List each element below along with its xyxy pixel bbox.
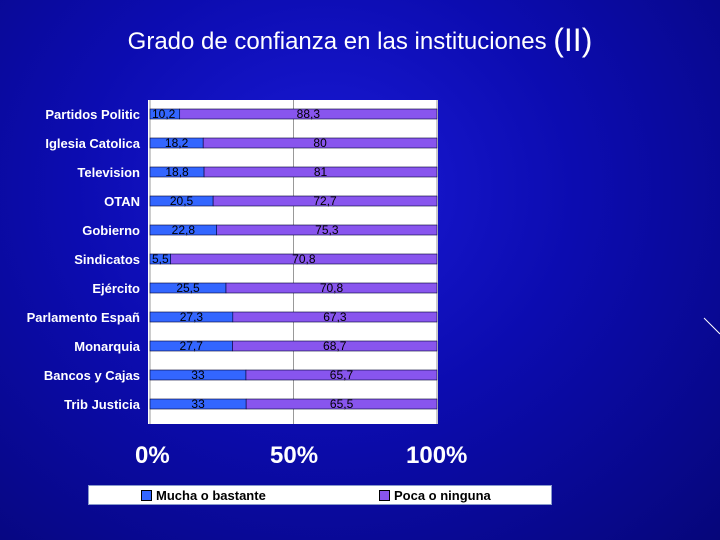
data-label-mucha-4: 22,8 — [172, 223, 196, 237]
data-label-poca-0: 88,3 — [297, 107, 321, 121]
category-label-9: Bancos y Cajas — [44, 368, 140, 383]
chart-legend: Mucha o bastante Poca o ninguna — [88, 485, 552, 505]
bar-poca-0 — [179, 108, 438, 120]
x-tick-50: 50% — [270, 442, 319, 469]
data-label-poca-4: 75,3 — [315, 223, 339, 237]
legend-item-poca: Poca o ninguna — [379, 488, 491, 503]
data-label-poca-10: 65,5 — [330, 397, 354, 411]
data-label-mucha-8: 27,7 — [180, 339, 204, 353]
chart-title-main: Grado de confianza en las instituciones — [127, 28, 547, 55]
bar-poca-1 — [202, 137, 438, 149]
category-label-8: Monarquia — [74, 339, 140, 354]
bar-poca-10 — [245, 398, 438, 410]
legend-swatch-mucha — [141, 490, 152, 501]
category-label-5: Sindicatos — [74, 252, 140, 267]
bar-poca-7 — [232, 311, 438, 323]
bar-poca-4 — [216, 224, 438, 236]
data-label-mucha-1: 18,2 — [165, 136, 189, 150]
category-label-0: Partidos Politic — [45, 107, 140, 122]
category-label-4: Gobierno — [82, 223, 140, 238]
data-label-mucha-6: 25,5 — [176, 281, 200, 295]
data-label-poca-2: 81 — [314, 165, 328, 179]
x-tick-0: 0% — [135, 442, 170, 469]
data-label-poca-5: 70,8 — [292, 252, 316, 266]
bar-poca-8 — [232, 340, 438, 352]
data-label-poca-8: 68,7 — [323, 339, 347, 353]
legend-swatch-poca — [379, 490, 390, 501]
category-label-7: Parlamento Españ — [27, 310, 140, 325]
category-label-3: OTAN — [104, 194, 140, 209]
category-label-1: Iglesia Catolica — [45, 136, 140, 151]
data-label-poca-3: 72,7 — [313, 194, 337, 208]
bar-poca-5 — [170, 253, 438, 265]
data-label-mucha-9: 33 — [191, 368, 205, 382]
data-label-poca-1: 80 — [313, 136, 327, 150]
data-label-mucha-10: 33 — [191, 397, 205, 411]
data-label-poca-6: 70,8 — [320, 281, 344, 295]
data-label-mucha-0: 10,2 — [152, 107, 176, 121]
data-label-mucha-5: 5,5 — [152, 252, 169, 266]
category-label-6: Ejército — [92, 281, 140, 296]
data-label-mucha-3: 20,5 — [170, 194, 194, 208]
bar-poca-6 — [225, 282, 438, 294]
bar-poca-9 — [245, 369, 438, 381]
chart-title-suffix: (II) — [553, 22, 593, 58]
legend-item-mucha: Mucha o bastante — [141, 488, 266, 503]
chart-title: Grado de confianza en las instituciones … — [0, 22, 720, 59]
decorative-line — [703, 317, 720, 335]
legend-label-mucha: Mucha o bastante — [156, 488, 266, 503]
data-label-poca-9: 65,7 — [330, 368, 354, 382]
category-label-2: Television — [77, 165, 140, 180]
category-label-10: Trib Justicia — [64, 397, 141, 412]
data-label-mucha-7: 27,3 — [180, 310, 204, 324]
x-tick-100: 100% — [406, 442, 468, 469]
legend-label-poca: Poca o ninguna — [394, 488, 491, 503]
data-label-mucha-2: 18,8 — [165, 165, 189, 179]
bar-poca-2 — [203, 166, 438, 178]
bar-poca-3 — [212, 195, 438, 207]
data-label-poca-7: 67,3 — [323, 310, 347, 324]
